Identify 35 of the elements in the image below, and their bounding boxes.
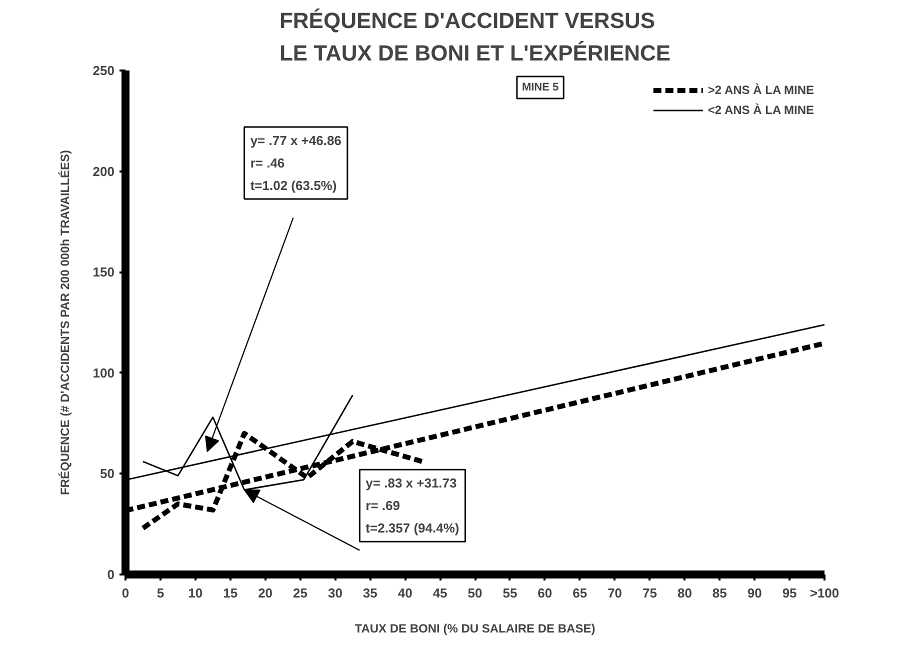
- y-tick-label: 150: [92, 264, 115, 280]
- x-tick-label: 45: [432, 586, 448, 600]
- x-tick-label: 55: [502, 586, 518, 600]
- x-tick-label: 15: [223, 586, 238, 600]
- legend-label: >2 ANS À LA MINE: [708, 83, 814, 97]
- x-tick-label: 75: [642, 586, 657, 600]
- chart-title: FRÉQUENCE D'ACCIDENT VERSUS LE TAUX DE BONI ET L'EXPÉRIENCE: [279, 8, 671, 66]
- x-tick-label: 85: [712, 586, 727, 600]
- x-tick-label: 25: [293, 586, 308, 600]
- x-tick-label: 80: [677, 586, 692, 600]
- annotation: y= .83 x +31.73 r= .69 t=2.357 (94.4%): [366, 476, 460, 536]
- annotation: y= .77 x +46.86 r= .46 t=1.02 (63.5%): [250, 132, 342, 193]
- x-tick-label: 90: [747, 586, 762, 600]
- annotation: MINE 5: [522, 82, 559, 94]
- y-tick-label: 50: [100, 466, 115, 482]
- x-tick-label: 40: [398, 586, 412, 600]
- x-tick-label: 60: [538, 586, 552, 600]
- x-tick-label: 10: [188, 586, 203, 600]
- y-tick-label: 200: [92, 164, 115, 179]
- x-tick-label: 50: [468, 586, 482, 600]
- x-tick-label: 20: [258, 586, 273, 600]
- y-tick-label: 250: [92, 63, 115, 78]
- x-tick-label: 30: [328, 586, 342, 600]
- y-tick-label: 0: [107, 567, 115, 582]
- x-tick-label: >100: [810, 586, 840, 600]
- x-axis-title: TAUX DE BONI (% DU SALAIRE DE BASE): [354, 622, 596, 636]
- x-tick-label: 70: [608, 586, 622, 600]
- x-tick-label: 35: [362, 586, 378, 600]
- x-tick-label: 0: [122, 586, 130, 600]
- legend-label: <2 ANS À LA MINE: [708, 103, 814, 117]
- y-axis-title: FRÉQUENCE (# D'ACCIDENTS PAR 200 000h TRAVAILLÉES): [58, 150, 72, 495]
- x-tick-label: 95: [782, 586, 797, 600]
- x-tick-label: 5: [156, 586, 164, 600]
- y-tick-label: 100: [92, 365, 115, 380]
- x-tick-label: 65: [572, 586, 588, 600]
